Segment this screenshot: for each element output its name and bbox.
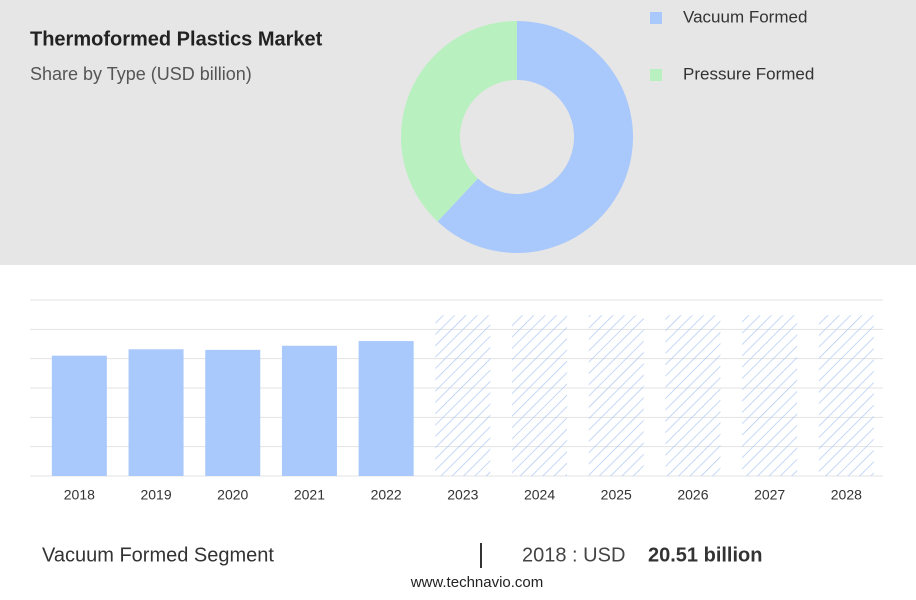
bar — [128, 349, 184, 476]
x-tick-label: 2020 — [217, 487, 248, 503]
x-tick-label: 2025 — [601, 487, 632, 503]
bar — [742, 315, 798, 476]
x-tick-label: 2026 — [677, 487, 708, 503]
subtitle: Share by Type (USD billion) — [30, 64, 252, 84]
x-tick-label: 2027 — [754, 487, 785, 503]
bar — [588, 315, 644, 476]
footer-value: 20.51 billion — [648, 544, 762, 566]
legend-label: Vacuum Formed — [683, 7, 807, 26]
x-tick-label: 2024 — [524, 487, 555, 503]
x-tick-label: 2018 — [64, 487, 95, 503]
bar — [512, 315, 568, 476]
bar — [435, 315, 491, 476]
bar — [665, 315, 721, 476]
legend-swatch — [650, 12, 662, 24]
x-tick-label: 2022 — [371, 487, 402, 503]
source: www.technavio.com — [410, 574, 544, 591]
donut-slice — [437, 21, 633, 254]
footer-segment: Vacuum Formed Segment — [42, 544, 274, 566]
x-tick-label: 2023 — [447, 487, 478, 503]
donut-slice — [401, 21, 517, 222]
title: Thermoformed Plastics Market — [30, 28, 323, 50]
donut: Vacuum Formed Pressure Formed — [401, 7, 814, 254]
legend-label: Pressure Formed — [683, 64, 814, 83]
bar — [358, 341, 414, 476]
bar — [51, 355, 107, 476]
footer-year: 2018 : USD — [522, 544, 625, 566]
x-tick-label: 2019 — [140, 487, 171, 503]
bar — [205, 349, 261, 476]
bar — [281, 345, 337, 476]
legend-swatch — [650, 69, 662, 81]
bar-chart: 2018 2019 2020 2021 2022 2023 2024 2025 2026 2027… — [30, 299, 883, 503]
bar — [818, 315, 874, 476]
x-tick-label: 2028 — [831, 487, 862, 503]
x-tick-label: 2021 — [294, 487, 325, 503]
